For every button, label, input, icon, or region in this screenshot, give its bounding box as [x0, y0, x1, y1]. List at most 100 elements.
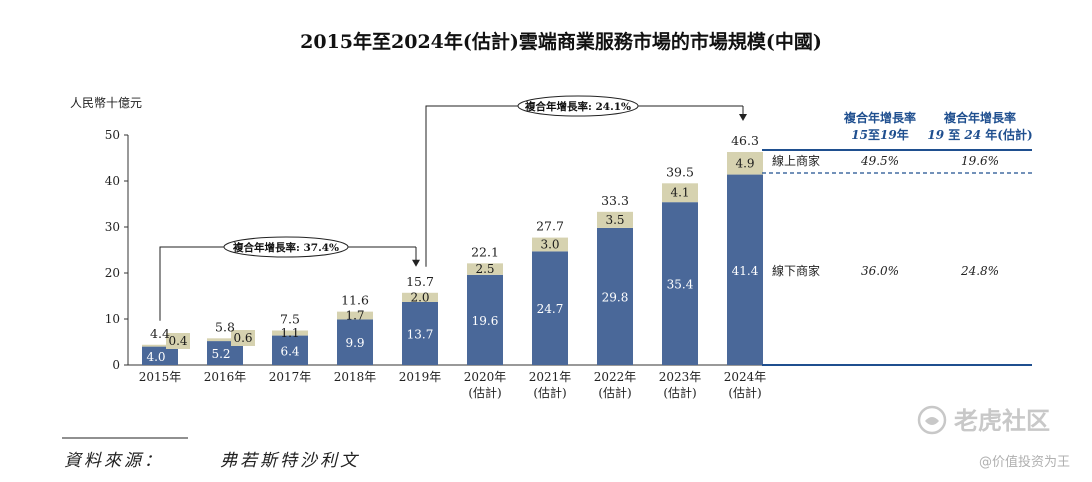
side-col2-sub-part: 至 — [944, 128, 964, 142]
bar-offline — [727, 174, 763, 365]
watermark-brand: 老虎社区 — [954, 407, 1050, 435]
bar-online — [272, 330, 308, 336]
bar-offline-label: 24.7 — [537, 302, 564, 316]
bar-online — [727, 152, 763, 175]
y-tick-label: 20 — [105, 266, 120, 280]
side-row-label: 線下商家 — [772, 263, 820, 278]
cagr-arrow-head — [412, 259, 420, 267]
side-col2-sub-part: 年(估計) — [981, 127, 1033, 142]
bar-total-label: 33.3 — [601, 193, 629, 208]
x-tick-sublabel: (估計) — [728, 385, 761, 400]
bar-online — [207, 338, 243, 342]
bar-offline-label: 13.7 — [407, 327, 434, 341]
bar-offline — [662, 202, 698, 365]
chart-title: 2015年至2024年(估計)雲端商業服務市場的市場規模(中國) — [300, 30, 822, 53]
bar-online-label-bg — [231, 330, 255, 346]
side-row-cagr-19-24: 24.8% — [960, 264, 999, 278]
bar-offline — [142, 346, 178, 365]
bar-offline — [402, 301, 438, 365]
bar-offline-label: 4.0 — [146, 350, 165, 364]
bar-offline-label: 9.9 — [345, 336, 364, 350]
bar-online — [532, 237, 568, 252]
bar-online-label: 0.4 — [168, 334, 187, 348]
bar-total-label: 46.3 — [731, 133, 759, 148]
bar-online-label: 2.0 — [410, 290, 429, 304]
x-tick-sublabel: (估計) — [598, 385, 631, 400]
bar-total-label: 7.5 — [280, 312, 300, 327]
cagr-ellipse-2 — [517, 95, 639, 117]
x-tick-sublabel: (估計) — [468, 385, 501, 400]
x-tick-label: 2018年 — [334, 370, 377, 384]
y-axis: 0 10 20 30 40 50 — [105, 128, 129, 372]
cagr-annotations: 複合年增長率: 37.4% 複合年增長率: 24.1% — [159, 95, 747, 321]
bar-online-label: 1.7 — [345, 309, 364, 323]
cagr-label-1: 複合年增長率: 37.4% — [232, 241, 339, 254]
tiger-logo-mark — [925, 417, 939, 425]
cagr-label-2: 複合年增長率: 24.1% — [524, 100, 631, 113]
x-tick-label: 2023年 — [659, 370, 702, 384]
side-col1-sub-part: 15 — [851, 128, 868, 142]
bar-online — [597, 211, 633, 228]
side-row-cagr-15-19: 36.0% — [861, 264, 899, 278]
bar-online-label: 4.9 — [735, 156, 754, 170]
side-row-cagr-15-19: 49.5% — [860, 154, 899, 168]
bars: 4.00.44.4 5.20.65.8 6.4 1.17.5 9.9 1.711.6 13.… — [142, 133, 763, 365]
bar-total-label: 27.7 — [536, 219, 564, 234]
side-row-label: 線上商家 — [772, 153, 820, 168]
bar-online-label: 1.1 — [280, 326, 299, 340]
bar-total-label: 5.8 — [215, 319, 235, 334]
side-row-cagr-19-24: 19.6% — [961, 154, 999, 168]
side-col1-sub-part: 年 — [897, 127, 909, 142]
y-tick-label: 10 — [105, 312, 120, 326]
x-tick-label: 2021年 — [529, 370, 572, 384]
y-tick-label: 30 — [105, 220, 120, 234]
bar-total-label: 4.4 — [150, 326, 170, 341]
bar-offline-label: 6.4 — [280, 344, 299, 358]
bar-offline — [272, 335, 308, 365]
x-tick-label: 2020年 — [464, 370, 507, 384]
bar-offline — [467, 274, 503, 365]
bar-offline — [597, 227, 633, 365]
y-tick-label: 40 — [105, 174, 120, 188]
bar-total-label: 39.5 — [666, 164, 694, 179]
x-tick-sublabel: (估計) — [663, 385, 696, 400]
bar-total-label: 22.1 — [471, 244, 499, 259]
bar-offline-label: 19.6 — [472, 314, 499, 328]
bar-online-label: 2.5 — [475, 262, 494, 276]
y-axis-label: 人民幣十億元 — [70, 96, 142, 110]
x-tick-label: 2019年 — [399, 370, 442, 384]
bar-online-label: 0.6 — [233, 331, 252, 345]
bar-online-label: 3.5 — [605, 213, 624, 227]
x-tick-label: 2017年 — [269, 370, 312, 384]
y-tick-label: 0 — [112, 358, 120, 372]
y-tick-label: 50 — [105, 128, 120, 142]
bar-offline-label: 35.4 — [667, 278, 694, 292]
bar-online-label-bg — [166, 333, 190, 349]
x-tick-label: 2016年 — [204, 370, 247, 384]
side-col1-sub-part: 至 — [868, 128, 880, 142]
bar-online-label: 3.0 — [540, 237, 559, 251]
x-axis: 2015年 2016年 2017年 2018年 2019年 2020年(估計)2021年(… — [128, 364, 1032, 400]
bar-online — [402, 292, 438, 302]
bar-online-label: 4.1 — [670, 186, 689, 200]
bar-offline-label: 29.8 — [602, 290, 629, 304]
bar-online — [337, 311, 373, 320]
side-col2-sub-part: 19 — [927, 128, 944, 142]
cagr-ellipse-1 — [223, 236, 349, 258]
x-tick-label: 2024年 — [724, 370, 767, 384]
x-tick-label: 2022年 — [594, 370, 637, 384]
bar-offline — [532, 251, 568, 365]
bar-total-label: 11.6 — [341, 293, 369, 308]
watermark-handle: @价值投资为王 — [979, 454, 1070, 470]
side-col2-sub-part: 24 — [963, 128, 981, 142]
side-col1-sub: 15至19年 — [851, 127, 908, 142]
x-tick-sublabel: (估計) — [533, 385, 566, 400]
cagr-bracket-1 — [159, 246, 416, 321]
bar-offline-label: 5.2 — [211, 347, 230, 361]
bar-online — [467, 263, 503, 275]
bar-online — [142, 344, 178, 347]
bar-offline — [207, 341, 243, 365]
x-tick-label: 2015年 — [139, 370, 182, 384]
